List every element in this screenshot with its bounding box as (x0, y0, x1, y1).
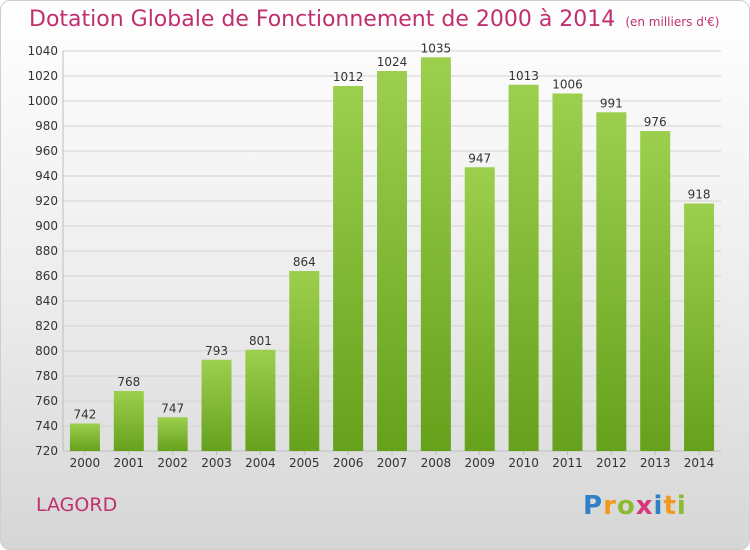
y-tick-label: 840 (35, 294, 58, 308)
bar-2000 (69, 423, 100, 451)
chart-subtitle: (en milliers d'€) (625, 15, 720, 29)
logo-letter: r (603, 491, 617, 521)
value-label: 976 (644, 115, 667, 129)
y-tick-label: 980 (35, 119, 58, 133)
logo-letter: t (663, 491, 677, 521)
x-tick-label: 2014 (684, 456, 715, 470)
logo-letter: P (583, 491, 604, 521)
x-tick-label: 2013 (640, 456, 671, 470)
x-tick-label: 2001 (114, 456, 145, 470)
bar-2006 (333, 86, 364, 451)
value-label: 1013 (508, 69, 539, 83)
bar-2010 (508, 84, 539, 451)
bar-2014 (684, 203, 715, 451)
x-tick-label: 2007 (377, 456, 408, 470)
x-tick-label: 2006 (333, 456, 364, 470)
bar-2001 (113, 391, 144, 451)
y-tick-label: 820 (35, 319, 58, 333)
x-tick-label: 2000 (70, 456, 101, 470)
value-label: 947 (468, 151, 491, 165)
value-label: 747 (161, 401, 184, 415)
y-tick-label: 1020 (27, 69, 58, 83)
value-label: 801 (249, 334, 272, 348)
logo-letter: i (676, 491, 687, 521)
logo-letter: x (635, 491, 654, 521)
y-tick-label: 800 (35, 344, 58, 358)
x-tick-label: 2009 (464, 456, 495, 470)
value-label: 1006 (552, 78, 583, 92)
value-label: 1024 (377, 55, 408, 69)
bar-2011 (552, 93, 583, 451)
bar-2002 (157, 417, 188, 451)
x-tick-label: 2008 (421, 456, 452, 470)
x-tick-label: 2004 (245, 456, 276, 470)
logo-letter: i (653, 491, 664, 521)
bar-2003 (201, 359, 232, 451)
value-labels: 742 768 747 793 801 864 1012 1024 1035 947 1013 100… (73, 41, 710, 421)
value-label: 918 (688, 188, 711, 202)
y-axis-ticks: 720 740 760 780 800 820 840 860 880 900 920 940 960 9… (27, 44, 58, 458)
chart-title: Dotation Globale de Fonctionnement de 20… (29, 7, 719, 32)
bar-2005 (289, 271, 320, 451)
y-tick-label: 720 (35, 444, 58, 458)
bar-2012 (596, 112, 627, 451)
x-tick-label: 2003 (201, 456, 232, 470)
x-tick-label: 2010 (508, 456, 539, 470)
value-label: 742 (73, 408, 96, 422)
value-label: 991 (600, 96, 623, 110)
y-tick-label: 880 (35, 244, 58, 258)
y-tick-label: 900 (35, 219, 58, 233)
value-label: 793 (205, 344, 228, 358)
bar-2004 (245, 349, 276, 451)
proxiti-logo[interactable]: Proxiti (583, 491, 687, 521)
value-label: 1035 (421, 41, 452, 55)
bar-2009 (464, 167, 495, 451)
y-tick-label: 860 (35, 269, 58, 283)
x-tick-label: 2011 (552, 456, 583, 470)
y-tick-label: 920 (35, 194, 58, 208)
chart-title-text: Dotation Globale de Fonctionnement de 20… (29, 7, 616, 32)
y-tick-label: 960 (35, 144, 58, 158)
bar-2013 (640, 131, 671, 451)
y-tick-label: 1000 (27, 94, 58, 108)
bar-2008 (420, 57, 451, 451)
bars (69, 57, 715, 451)
x-tick-label: 2005 (289, 456, 320, 470)
bar-2007 (377, 71, 407, 451)
x-tick-label: 2012 (596, 456, 627, 470)
y-tick-label: 760 (35, 394, 58, 408)
x-tick-label: 2002 (157, 456, 188, 470)
y-tick-label: 1040 (27, 44, 58, 58)
y-tick-label: 780 (35, 369, 58, 383)
y-tick-label: 740 (35, 419, 58, 433)
x-axis-ticks: 2000 2001 2002 2003 2004 2005 2006 2007 2008 2009… (70, 451, 715, 470)
value-label: 1012 (333, 70, 364, 84)
logo-letter: o (616, 491, 636, 521)
value-label: 864 (293, 255, 316, 269)
commune-name: LAGORD (36, 494, 118, 516)
value-label: 768 (117, 375, 140, 389)
y-tick-label: 940 (35, 169, 58, 183)
